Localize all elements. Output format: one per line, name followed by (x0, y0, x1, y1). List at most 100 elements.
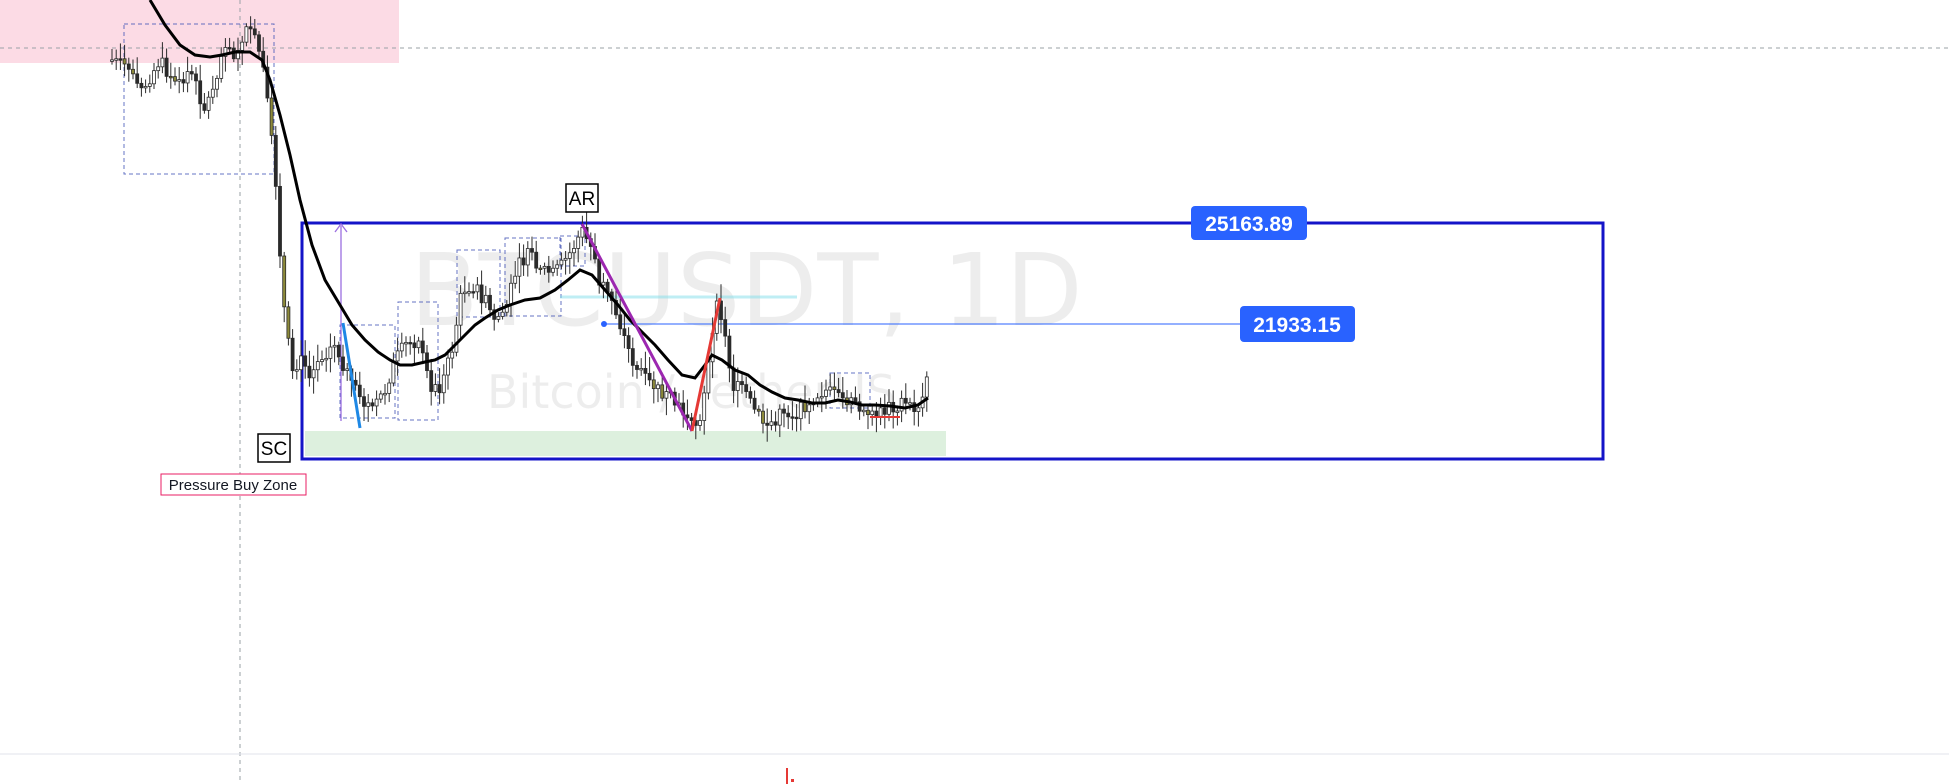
candle-body (135, 73, 140, 84)
candle-body (118, 58, 123, 61)
candle-body (215, 77, 219, 90)
candle-body (777, 408, 782, 426)
candle-body (525, 248, 530, 266)
candle-body (177, 79, 182, 82)
candle-body (353, 379, 358, 386)
swing-box-6 (559, 235, 586, 267)
candle-body (412, 342, 417, 349)
sc-label[interactable]: SC (257, 433, 291, 463)
candle-body (248, 26, 253, 30)
candle-body (740, 381, 744, 386)
candle-body (475, 284, 480, 293)
candle-body (748, 391, 753, 399)
candle-body (173, 76, 177, 82)
candle-body (458, 292, 463, 326)
up-leg-red (690, 297, 722, 432)
candle-body (601, 281, 606, 286)
candle-body (311, 369, 316, 379)
svg-text:25163.89: 25163.89 (1205, 213, 1293, 236)
candle-body (189, 71, 194, 75)
level-line-anchor[interactable] (601, 321, 607, 327)
candle-body (551, 267, 555, 273)
candle-body (219, 56, 224, 79)
candle-body (462, 291, 467, 295)
candle-body (303, 355, 308, 367)
candle-body (399, 342, 404, 352)
candle-body (185, 71, 190, 84)
candle-body (643, 368, 648, 374)
time-marker-dot (791, 779, 794, 782)
candle-body (202, 103, 207, 111)
candle-body (299, 355, 303, 371)
ar-label[interactable]: AR (565, 183, 599, 213)
candle-body (853, 397, 858, 403)
candle-body (152, 70, 156, 85)
candle-body (874, 410, 879, 417)
candle-body (761, 410, 765, 424)
candle-body (702, 392, 707, 421)
candle-body (278, 185, 282, 257)
candle-body (437, 384, 442, 394)
candle-body (769, 421, 774, 426)
candle-body (362, 396, 366, 407)
candle-body (765, 422, 770, 426)
candle-body (273, 134, 278, 187)
candle-body (698, 420, 702, 426)
buy-zone-label[interactable]: Pressure Buy Zone (160, 473, 307, 496)
trading-range-box[interactable] (300, 221, 1605, 461)
candle-body (735, 381, 740, 391)
swing-box-5 (504, 237, 562, 317)
candle-body (723, 319, 728, 337)
candle-body (924, 376, 929, 398)
candle-body (404, 342, 408, 345)
candle-body (345, 368, 350, 371)
candle-body (555, 264, 560, 269)
candle-body (521, 257, 526, 266)
candle-body (635, 364, 639, 370)
candle-body (534, 251, 539, 269)
candle-body (483, 294, 488, 304)
candle-body (626, 335, 631, 349)
sell-zone-rect (0, 0, 399, 63)
range-high-price-tag[interactable]: 25163.89 (1191, 206, 1307, 240)
candle-body (832, 386, 837, 390)
candle-body (798, 401, 803, 420)
candle-body (651, 379, 656, 390)
candle-body (194, 73, 198, 82)
svg-text:SC: SC (261, 439, 287, 460)
candle-body (819, 396, 824, 399)
candle-body (227, 47, 232, 50)
candle-body (223, 47, 228, 57)
candle-body (887, 401, 891, 415)
candle-body (240, 41, 245, 51)
candle-body (773, 421, 778, 426)
svg-text:AR: AR (569, 189, 595, 210)
candle-body (908, 402, 912, 405)
candle-body (786, 412, 791, 418)
swing-box-3 (397, 301, 439, 421)
candle-body (660, 384, 665, 399)
candle-body (840, 392, 845, 399)
svg-text:21933.15: 21933.15 (1253, 314, 1341, 337)
candle-body (446, 357, 450, 376)
level-price-tag[interactable]: 21933.15 (1240, 306, 1355, 342)
candle-body (706, 361, 711, 394)
candle-body (416, 340, 421, 349)
candle-body (236, 49, 240, 60)
candle-body (429, 370, 434, 392)
candle-body (471, 291, 476, 294)
candle-body (803, 401, 807, 413)
down-leg-blue (341, 322, 362, 429)
candle-body (320, 359, 324, 362)
candle-body (567, 252, 572, 259)
candle-body (895, 410, 900, 413)
candle-body (110, 59, 114, 62)
candle-body (882, 407, 887, 415)
candle-body (903, 397, 908, 404)
candle-body (332, 344, 337, 348)
candle-body (324, 357, 329, 361)
candle-body (563, 257, 568, 261)
candle-body (479, 284, 484, 304)
